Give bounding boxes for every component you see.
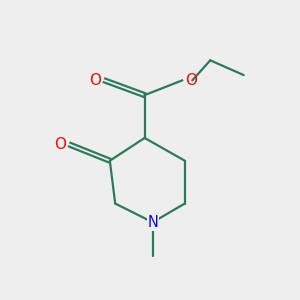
Text: O: O xyxy=(185,73,197,88)
Text: O: O xyxy=(55,137,67,152)
Text: N: N xyxy=(147,215,158,230)
Text: O: O xyxy=(89,73,101,88)
